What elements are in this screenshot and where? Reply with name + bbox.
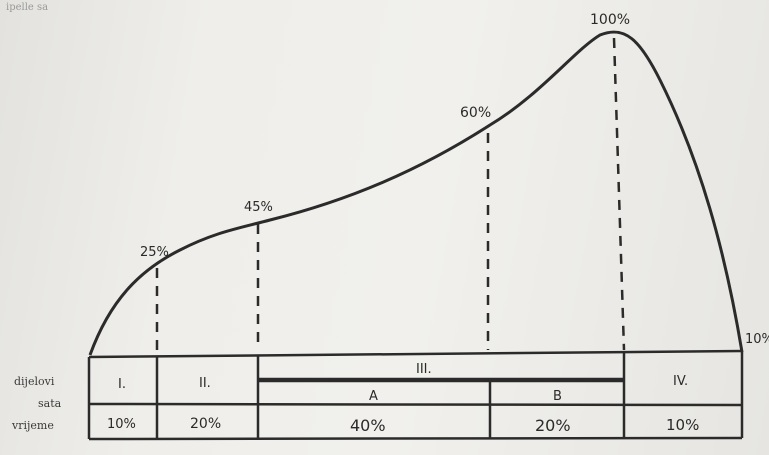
dashed-line-100 bbox=[612, 37, 626, 351]
side-label-hour: sata bbox=[38, 397, 62, 410]
phase-label-1: I. bbox=[118, 377, 126, 392]
side-label-parts: dijelovi bbox=[14, 375, 55, 388]
phase-label-4: IV. bbox=[673, 374, 688, 389]
duration-phase-2: 20% bbox=[190, 416, 221, 432]
curve-label-10: 10% bbox=[745, 332, 769, 347]
duration-phase-4: 10% bbox=[666, 416, 699, 434]
phase-label-2: II. bbox=[199, 376, 211, 391]
phase-label-3a: A bbox=[369, 389, 378, 404]
duration-phase-1: 10% bbox=[107, 417, 136, 432]
curve-label-100: 100% bbox=[590, 12, 630, 28]
duration-phase-3b: 20% bbox=[535, 416, 571, 435]
intensity-curve bbox=[88, 30, 744, 356]
curve-label-25: 25% bbox=[140, 245, 169, 260]
curve-label-60: 60% bbox=[460, 105, 491, 121]
phase-label-3b: B bbox=[553, 389, 562, 404]
phase-table bbox=[87, 349, 744, 441]
duration-phase-3a: 40% bbox=[350, 416, 386, 435]
header-fragment: ipelle sa bbox=[6, 2, 48, 13]
curve-label-45: 45% bbox=[244, 200, 273, 215]
side-label-time: vrijeme bbox=[11, 419, 54, 432]
phase-label-3: III. bbox=[416, 362, 432, 377]
